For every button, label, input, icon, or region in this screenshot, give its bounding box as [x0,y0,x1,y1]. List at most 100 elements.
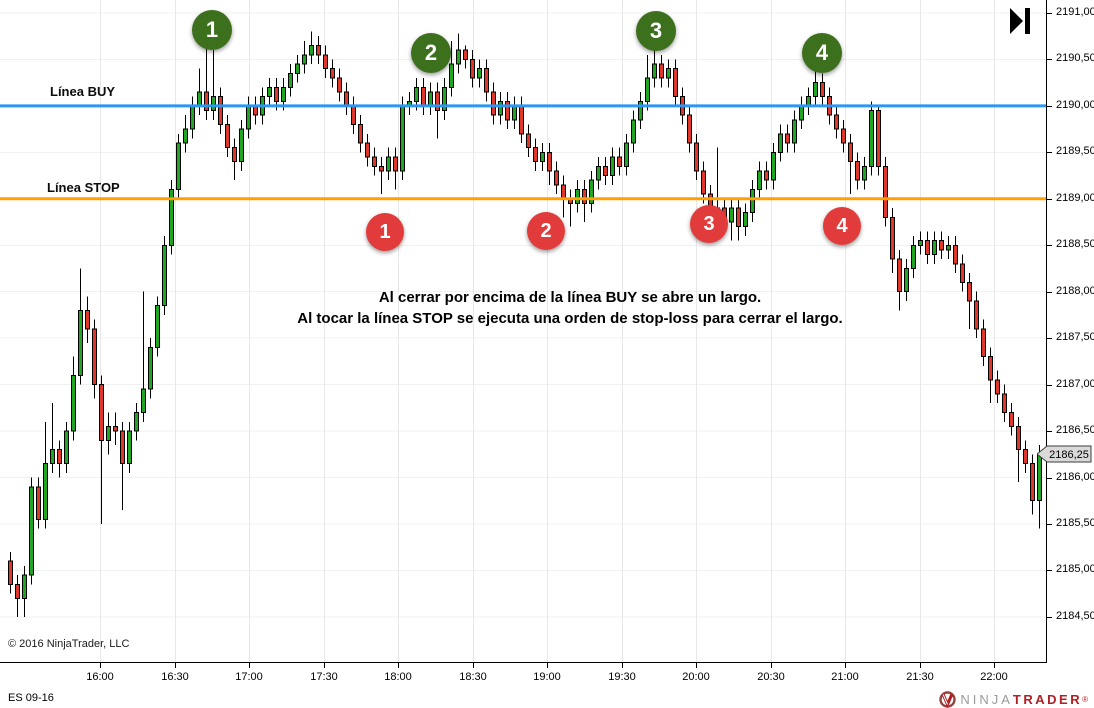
candle-body [204,91,209,112]
candle-body [106,425,111,441]
candle-body [155,305,160,348]
time-axis[interactable]: 16:00 16:30 17:00 17:30 18:00 18:30 19:00 19:30… [0,662,1047,690]
candle-body [932,240,937,256]
candle-body [778,133,783,153]
candle-body [799,105,804,121]
candle-body [610,156,615,177]
candle-body [953,244,958,265]
price-tick-mark [1047,616,1052,618]
time-tick-label: 18:00 [384,671,412,683]
price-tick-label: 2189,00 [1056,191,1094,204]
candle-body [582,189,587,204]
candle-body [449,63,454,88]
time-tick-label: 22:00 [980,671,1008,683]
candle-body [85,309,90,330]
price-tick-mark [1047,152,1052,154]
price-axis[interactable]: 2191,00 2190,50 2190,00 2189,50 2189,00 2188,… [1037,0,1094,662]
entry-signal-marker-1: 1 [192,10,232,50]
candle-body [1009,411,1014,427]
candle-body [281,86,286,102]
candle-body [99,384,104,441]
candle-body [323,54,328,70]
time-tick-mark [473,663,474,668]
price-tick-mark [1047,291,1052,293]
price-tick-mark [1047,338,1052,340]
candle-body [211,96,216,112]
candle-body [148,346,153,390]
candle-body [120,430,125,465]
candle-body [232,147,237,163]
logo-text-ninja: NINJA [960,691,1013,707]
time-tick-mark [994,663,995,668]
candle-body [687,114,692,144]
candle-body [393,156,398,172]
candle-body [372,156,377,167]
candle-body [512,105,517,121]
price-tick-mark [1047,384,1052,386]
candle-body [36,486,41,520]
candle-body [631,119,636,144]
time-tick-label: 20:00 [682,671,710,683]
candle-body [43,463,48,520]
time-tick-label: 16:00 [86,671,114,683]
candle-body [589,179,594,204]
last-price-value: 2186,25 [1049,449,1089,461]
candle-body [288,72,293,88]
candle-body [750,189,755,214]
price-tick-mark [1047,198,1052,200]
time-tick-label: 21:00 [831,671,859,683]
candle-body [785,133,790,144]
candlestick-series [8,31,1042,617]
go-to-last-bar-icon[interactable] [1010,8,1032,34]
price-tick-label: 2190,00 [1056,98,1094,111]
price-tick-mark [1047,59,1052,61]
stop-line-label[interactable]: Línea STOP [47,180,120,195]
candlestick-chart-canvas[interactable] [0,0,1046,662]
logo-registered-mark: ® [1082,694,1088,704]
candle-body [218,96,223,125]
price-tick-mark [1047,245,1052,247]
candle-body [491,91,496,116]
candle-body [848,142,853,163]
buy-line-label[interactable]: Línea BUY [50,84,116,99]
candle-body [1016,425,1021,451]
candle-body [358,123,363,144]
candle-body [918,240,923,246]
candle-body [365,142,370,158]
price-tick-mark [1047,431,1052,433]
time-tick-mark [175,663,176,668]
time-tick-mark [622,663,623,668]
time-tick-mark [249,663,250,668]
candle-body [1030,463,1035,502]
candle-body [652,63,657,79]
candle-body [764,170,769,181]
candle-body [134,411,139,432]
candle-body [162,244,167,307]
candle-body [757,170,762,191]
time-tick-label: 19:30 [608,671,636,683]
candle-body [400,105,405,172]
copyright-text: © 2016 NinjaTrader, LLC [8,638,130,650]
candle-body [834,114,839,130]
price-tick-label: 2190,50 [1056,52,1094,65]
chart-plot-area[interactable]: Línea BUY Línea STOP Al cerrar por encim… [0,0,1046,662]
candle-body [484,68,489,93]
entry-signal-marker-4: 4 [802,33,842,73]
candle-body [813,82,818,98]
price-tick-mark [1047,570,1052,572]
chart-annotation-text: Al cerrar por encima de la línea BUY se … [240,287,900,329]
candle-body [442,86,447,112]
entry-signal-marker-3: 3 [636,11,676,51]
candle-body [729,207,734,223]
time-tick-label: 21:30 [906,671,934,683]
candle-body [869,110,874,167]
candle-body [183,128,188,144]
candle-body [344,91,349,107]
candle-body [820,82,825,98]
candle-body [554,170,559,186]
candle-body [463,49,468,60]
ninjatrader-logo: NINJA TRADER ® [939,690,1088,708]
last-price-marker: 2186,25 [1037,445,1092,463]
candle-body [274,86,279,102]
candle-body [246,105,251,130]
